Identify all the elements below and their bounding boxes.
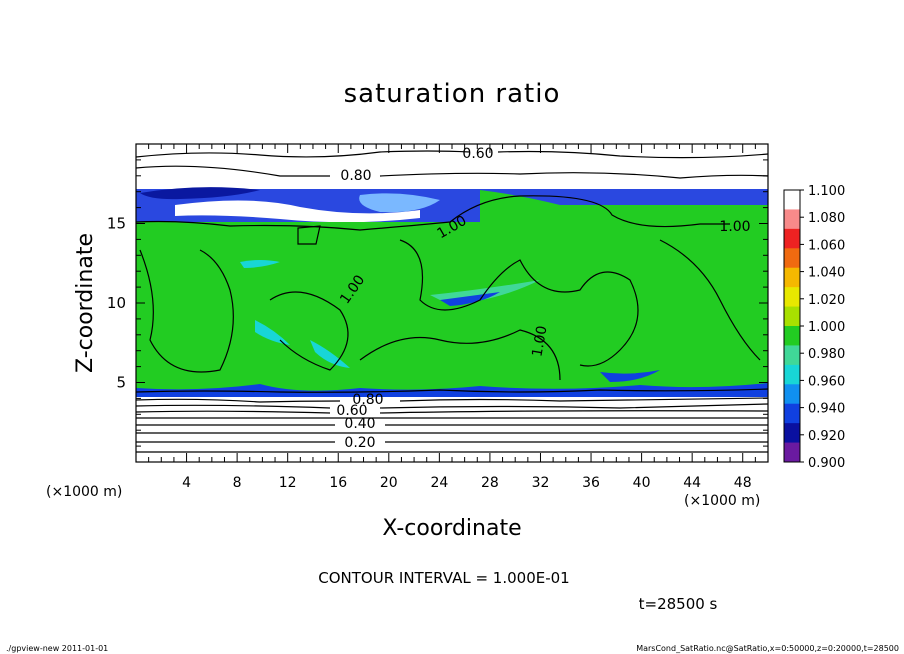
y-axis-ticks: 5 10 15 <box>107 159 768 447</box>
x-tick-label: 40 <box>633 475 651 491</box>
cloud-band-light-patch <box>359 193 440 213</box>
contour-label-020-lower: 0.20 <box>344 435 375 451</box>
x-tick-label: 4 <box>182 475 191 491</box>
contour-100-mid-d <box>659 239 761 361</box>
colorbar-swatch <box>784 423 800 444</box>
chart-title: saturation ratio <box>344 79 561 109</box>
colorbar-swatch <box>784 326 800 346</box>
cyan-patch-2 <box>310 340 350 368</box>
blue-patch-1 <box>440 292 500 306</box>
time-label: t=28500 s <box>639 595 718 613</box>
x-tick-label: 48 <box>734 475 752 491</box>
contour-060-lower <box>135 410 331 414</box>
x-axis-unit-right: (×1000 m) <box>684 493 760 509</box>
x-tick-label: 12 <box>279 475 297 491</box>
colorbar-label: 1.000 <box>808 320 845 335</box>
colorbar-swatch <box>784 403 800 424</box>
contour-100-mid-e <box>359 329 561 381</box>
x-tick-label: 32 <box>532 475 550 491</box>
cyan-patch-1 <box>255 320 290 345</box>
x-tick-label: 24 <box>430 475 448 491</box>
contour-label-080-top: 0.80 <box>340 168 371 184</box>
colorbar-label: 0.900 <box>808 456 845 471</box>
footer-left: ./gpview-new 2011-01-01 <box>6 644 108 653</box>
footer-right: MarsCond_SatRatio.nc@SatRatio,x=0:50000,… <box>636 644 899 653</box>
colorbar-swatch <box>784 209 800 230</box>
contour-080-top-right <box>379 172 769 179</box>
colorbar-label: 0.980 <box>808 347 845 362</box>
colorbar-swatch <box>784 306 800 327</box>
y-tick-label: 10 <box>107 294 126 312</box>
contour-060-top-right <box>497 150 769 159</box>
colorbar-swatch <box>784 345 800 366</box>
x-axis-ticks: 4 8 12 16 20 24 28 32 36 40 44 48 <box>148 144 756 491</box>
x-tick-label: 16 <box>329 475 347 491</box>
contour-080-top <box>135 165 330 177</box>
colorbar-swatch <box>784 364 800 385</box>
x-tick-label: 8 <box>233 475 242 491</box>
contour-label-040-lower: 0.40 <box>344 416 375 432</box>
colorbar-swatch <box>784 442 800 463</box>
cloud-band-dark-patch <box>140 187 260 200</box>
cloud-band-white-gap <box>175 200 420 223</box>
colorbar-label: 1.080 <box>808 211 845 226</box>
colorbar: 1.100 1.080 1.060 1.040 1.020 1.000 0.980 0.960… <box>783 184 845 471</box>
colorbar-swatch <box>784 384 800 405</box>
colorbar-swatch <box>784 190 800 210</box>
plot-area <box>136 144 768 462</box>
contour-lines <box>135 150 769 453</box>
contour-label-080-lower: 0.80 <box>352 392 383 408</box>
region-upper-dry <box>136 144 768 192</box>
contour-070-lower <box>135 404 331 409</box>
cyan-patch-4 <box>240 260 280 268</box>
colorbar-label: 1.100 <box>808 184 845 199</box>
colorbar-swatch <box>784 287 800 308</box>
colorbar-swatch <box>784 267 800 288</box>
contour-label-060-top: 0.60 <box>462 146 493 162</box>
contour-label-060-lower: 0.60 <box>336 403 367 419</box>
colorbar-label: 1.040 <box>808 266 845 281</box>
region-saturated-layer <box>136 222 768 394</box>
y-tick-label: 15 <box>107 215 126 233</box>
x-axis-unit-left: (×1000 m) <box>46 484 122 500</box>
contour-patch-box <box>297 225 321 245</box>
colorbar-label: 0.920 <box>808 429 845 444</box>
contour-100-mid-a <box>139 249 234 373</box>
contour-100-mid-b <box>269 291 349 371</box>
colorbar-swatch <box>784 228 800 249</box>
colorbar-label: 1.020 <box>808 293 845 308</box>
y-tick-label: 5 <box>116 374 126 392</box>
contour-interval-label: CONTOUR INTERVAL = 1.000E-01 <box>318 569 569 587</box>
x-axis-label: X-coordinate <box>382 516 521 541</box>
contour-060-lower-right <box>379 410 769 414</box>
contour-060-top <box>135 150 471 158</box>
x-tick-label: 44 <box>683 475 701 491</box>
contour-100-mid-c <box>399 239 639 367</box>
colorbar-label: 0.940 <box>808 402 845 417</box>
contour-070-lower-right <box>379 403 769 409</box>
x-tick-label: 28 <box>481 475 499 491</box>
blue-patch-2 <box>600 370 660 382</box>
y-axis-label: Z-coordinate <box>73 233 98 373</box>
contour-label-100-d: 1.00 <box>529 325 550 358</box>
colorbar-label: 1.060 <box>808 238 845 253</box>
colorbar-label: 0.960 <box>808 374 845 389</box>
upper-green-edge <box>480 190 768 225</box>
x-tick-label: 36 <box>582 475 600 491</box>
colorbar-swatch <box>784 248 800 269</box>
x-tick-label: 20 <box>380 475 398 491</box>
contour-100-lower <box>135 388 769 393</box>
contour-080-lower <box>135 398 341 403</box>
contour-label-100-b: 1.00 <box>719 219 750 235</box>
contour-100-upper <box>135 195 730 231</box>
contour-080-lower-right <box>399 397 769 402</box>
